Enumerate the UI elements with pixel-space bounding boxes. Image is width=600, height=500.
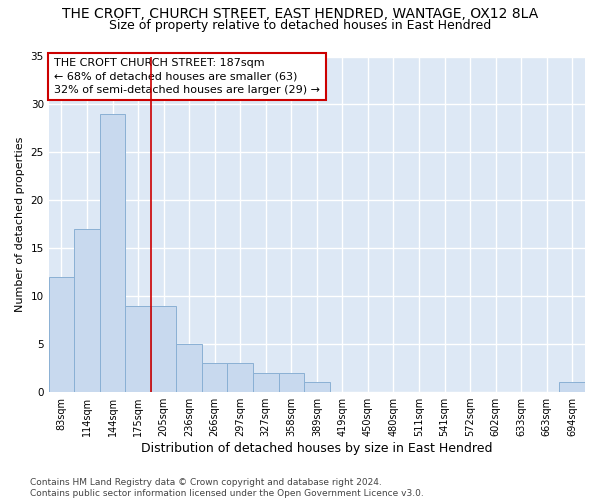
Text: THE CROFT CHURCH STREET: 187sqm
← 68% of detached houses are smaller (63)
32% of: THE CROFT CHURCH STREET: 187sqm ← 68% of… — [54, 58, 320, 94]
Text: Contains HM Land Registry data © Crown copyright and database right 2024.
Contai: Contains HM Land Registry data © Crown c… — [30, 478, 424, 498]
Bar — [125, 306, 151, 392]
Text: Size of property relative to detached houses in East Hendred: Size of property relative to detached ho… — [109, 19, 491, 32]
Bar — [304, 382, 329, 392]
X-axis label: Distribution of detached houses by size in East Hendred: Distribution of detached houses by size … — [141, 442, 493, 455]
Bar — [559, 382, 585, 392]
Bar — [74, 229, 100, 392]
Bar — [253, 373, 278, 392]
Bar — [49, 277, 74, 392]
Bar — [151, 306, 176, 392]
Text: THE CROFT, CHURCH STREET, EAST HENDRED, WANTAGE, OX12 8LA: THE CROFT, CHURCH STREET, EAST HENDRED, … — [62, 8, 538, 22]
Bar — [176, 344, 202, 392]
Bar — [202, 364, 227, 392]
Bar — [278, 373, 304, 392]
Y-axis label: Number of detached properties: Number of detached properties — [15, 136, 25, 312]
Bar — [227, 364, 253, 392]
Bar — [100, 114, 125, 392]
